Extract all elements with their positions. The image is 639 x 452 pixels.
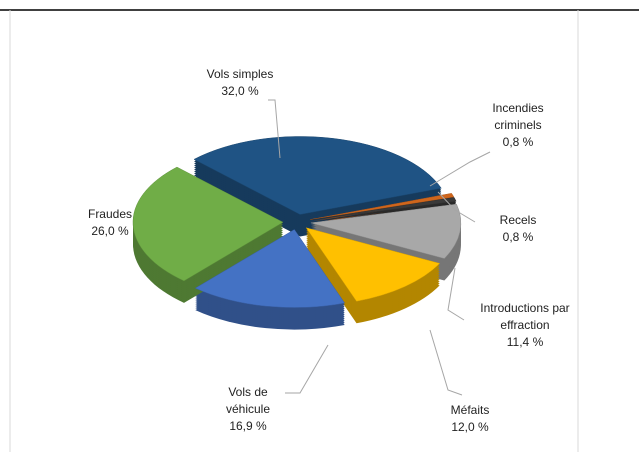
category-label: Incendies criminels	[492, 101, 544, 132]
slice	[310, 203, 462, 259]
slice-label: Vols simples 32,0 %	[170, 66, 310, 100]
slice	[305, 227, 441, 302]
category-label: Méfaits	[450, 403, 490, 417]
value-label: 0,8 %	[502, 135, 534, 149]
slice-label: Vols de véhicule 16,9 %	[212, 384, 284, 435]
slice	[310, 193, 455, 220]
slice-label: Recels 0,8 %	[478, 212, 558, 246]
leader-line	[437, 191, 476, 223]
value-label: 26,0 %	[91, 224, 129, 238]
value-label: 16,9 %	[229, 419, 267, 433]
slice-label: Fraudes 26,0 %	[70, 206, 150, 240]
leader-line	[268, 99, 281, 159]
category-label: Recels	[499, 213, 537, 227]
slice	[310, 197, 457, 221]
pie	[132, 136, 462, 330]
value-label: 32,0 %	[221, 84, 259, 98]
slice-label: Méfaits 12,0 %	[430, 402, 510, 436]
slice-label: Introductions par effraction 11,4 %	[470, 300, 580, 351]
category-label: Introductions par effraction	[480, 301, 570, 332]
leader-line	[285, 344, 329, 394]
value-label: 11,4 %	[506, 335, 544, 349]
leader-line	[429, 329, 463, 396]
category-label: Vols simples	[206, 67, 274, 81]
category-label: Vols de véhicule	[225, 385, 271, 416]
slice	[194, 229, 346, 308]
slice-label: Incendies criminels 0,8 %	[478, 100, 558, 151]
value-label: 0,8 %	[502, 230, 534, 244]
slice	[132, 166, 284, 282]
leader-line	[429, 151, 491, 187]
leader-lines	[268, 99, 491, 396]
category-label: Fraudes	[87, 207, 133, 221]
value-label: 12,0 %	[451, 420, 489, 434]
slice	[193, 136, 442, 215]
leader-line	[447, 267, 465, 321]
